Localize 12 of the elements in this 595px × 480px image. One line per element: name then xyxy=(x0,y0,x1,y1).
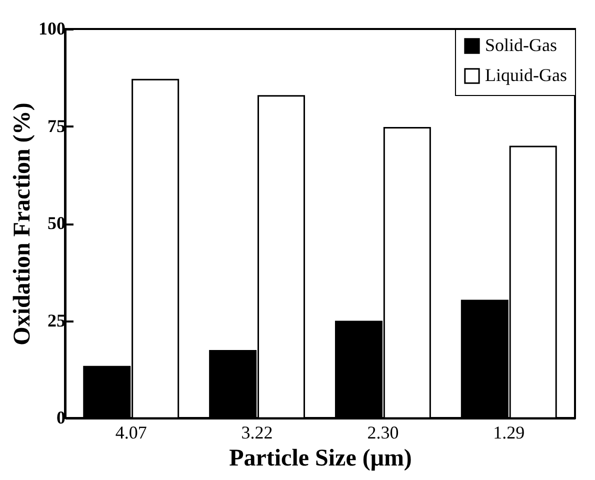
y-tick-label: 100 xyxy=(38,18,66,38)
y-tick-label: 25 xyxy=(48,310,66,330)
y-axis-title: Oxidation Fraction (%) xyxy=(10,102,36,346)
x-tick-label: 1.29 xyxy=(493,422,525,442)
y-tick-label: 75 xyxy=(48,116,66,136)
y-tick-label: 50 xyxy=(48,213,66,233)
legend-label: Liquid-Gas xyxy=(485,65,567,85)
x-tick-label: 3.22 xyxy=(241,422,273,442)
x-tick-label: 2.30 xyxy=(367,422,399,442)
x-tick-label: 4.07 xyxy=(115,422,147,442)
x-axis-title: Particle Size (μm) xyxy=(229,446,412,472)
legend-label: Solid-Gas xyxy=(485,35,557,55)
